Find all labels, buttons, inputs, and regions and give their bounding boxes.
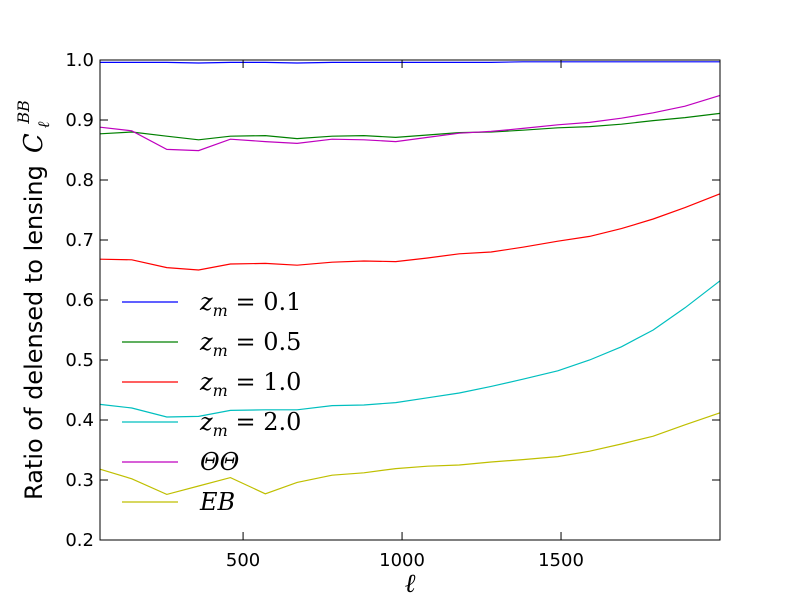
y-axis-label-superscript: BB	[14, 100, 33, 125]
legend-label-0: zm = 0.1	[199, 288, 301, 320]
x-tick-label: 1500	[538, 550, 584, 571]
x-axis: 500 1000 1500	[226, 60, 584, 571]
y-tick-label: 0.9	[65, 110, 94, 131]
legend-label-2: zm = 1.0	[199, 368, 301, 400]
y-axis-label-subscript: ℓ	[34, 121, 53, 128]
legend-label-4: ΘΘ	[200, 448, 240, 476]
y-tick-label: 0.5	[65, 350, 94, 371]
y-axis-label: Ratio of delensed to lensing C ℓ BB	[14, 100, 53, 500]
y-tick-label: 0.2	[65, 530, 94, 551]
y-axis-label-text: Ratio of delensed to lensing	[20, 165, 48, 500]
y-tick-label: 0.4	[65, 410, 94, 431]
y-tick-label: 0.6	[65, 290, 94, 311]
legend: zm = 0.1 zm = 0.5 zm = 1.0 zm = 2.0 ΘΘ EB	[122, 288, 301, 516]
y-axis: 0.2 0.3 0.4 0.5 0.6 0.7 0.8 0.9 1.0	[65, 50, 720, 551]
series-line-5	[99, 412, 721, 496]
series-line-0	[100, 61, 720, 64]
legend-label-3: zm = 2.0	[199, 408, 301, 440]
series-line-2	[99, 193, 721, 271]
series-layer	[99, 61, 721, 496]
series-line-3	[99, 280, 721, 418]
x-tick-label: 1000	[379, 550, 425, 571]
series-line-4	[99, 94, 721, 152]
legend-label-5: EB	[199, 488, 235, 516]
x-axis-label: ℓ	[405, 569, 416, 599]
y-tick-label: 0.3	[65, 470, 94, 491]
legend-label-1: zm = 0.5	[199, 328, 301, 360]
y-tick-label: 0.8	[65, 170, 94, 191]
x-tick-label: 500	[226, 550, 260, 571]
y-tick-label: 0.7	[65, 230, 94, 251]
y-axis-label-symbol: C	[19, 133, 49, 153]
y-tick-label: 1.0	[65, 50, 94, 71]
series-line-1	[99, 112, 721, 141]
svg-text:Ratio of delensed to lensing: Ratio of delensed to lensing C ℓ BB	[14, 100, 53, 500]
